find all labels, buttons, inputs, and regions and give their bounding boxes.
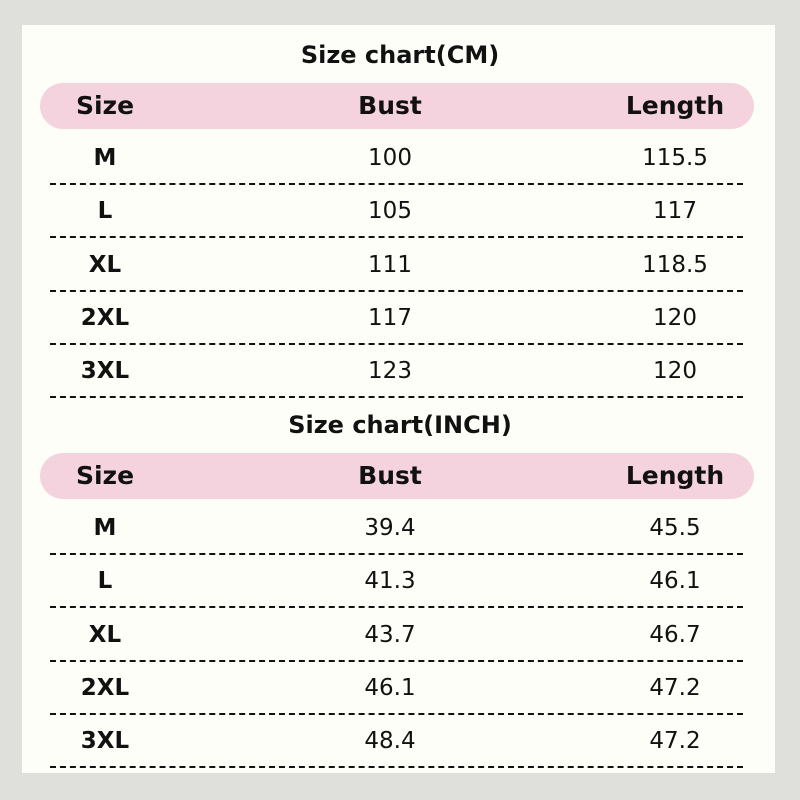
table-cell: 46.1 [649,568,701,595]
table-cell: 39.4 [364,515,416,541]
table-row: XL 111 118.5 [0,239,800,292]
column-header: Length [625,91,725,120]
table-row: 3XL 48.4 47.2 [0,715,800,769]
column-header: Bust [358,461,422,490]
row-divider [50,606,743,609]
column-header: Bust [358,91,422,120]
table-cell: 46.7 [649,621,701,648]
table-cell: 46.1 [364,674,416,701]
table-cell: 47.2 [649,674,701,701]
table-cell: M [93,145,117,171]
table-cell: 117 [653,198,697,225]
table-cell: XL [88,251,122,278]
row-divider [50,289,743,292]
table-row: M 39.4 45.5 [0,502,800,555]
table-cell: 117 [368,304,412,331]
table-cell: 118.5 [642,251,708,278]
table-cell: L [97,568,113,595]
row-divider [50,396,743,399]
table-cell: 111 [368,251,412,278]
table-row: L 105 117 [0,185,800,239]
table-cell: 123 [368,358,412,385]
table-row: 2XL 117 120 [0,292,800,345]
table-row: XL 43.7 46.7 [0,609,800,662]
table-cell: 100 [368,145,412,171]
table-cell: 41.3 [364,568,416,595]
table-cell: 120 [653,358,697,385]
table-cell: 2XL [80,674,130,701]
table-title: Size chart(CM) [300,41,500,69]
row-divider [50,712,743,715]
column-header: Length [625,461,725,490]
table-cell: XL [88,621,122,648]
table-cell: 47.2 [649,728,701,755]
table-cell: 3XL [80,358,130,385]
table-cell: 45.5 [649,515,701,541]
row-divider [50,766,743,769]
table-row: M 100 115.5 [0,132,800,185]
row-divider [50,659,743,662]
table-cell: 105 [368,198,412,225]
table-cell: 2XL [80,304,130,331]
table-row: 3XL 123 120 [0,345,800,399]
table-header: Size Bust Length [40,453,754,499]
column-header: Size [75,461,135,490]
table-row: L 41.3 46.1 [0,555,800,609]
table-cell: 120 [653,304,697,331]
table-cell: 43.7 [364,621,416,648]
table-cell: L [97,198,113,225]
table-title: Size chart(INCH) [288,411,512,439]
table-cell: 3XL [80,728,130,755]
table-cell: 48.4 [364,728,416,755]
table-cell: M [93,515,117,541]
row-divider [50,183,743,185]
table-header: Size Bust Length [40,83,754,129]
table-row: 2XL 46.1 47.2 [0,662,800,715]
table-cell: 115.5 [642,145,708,171]
row-divider [50,236,743,239]
row-divider [50,553,743,555]
row-divider [50,342,743,345]
size-chart-panel [22,25,775,773]
column-header: Size [75,91,135,120]
